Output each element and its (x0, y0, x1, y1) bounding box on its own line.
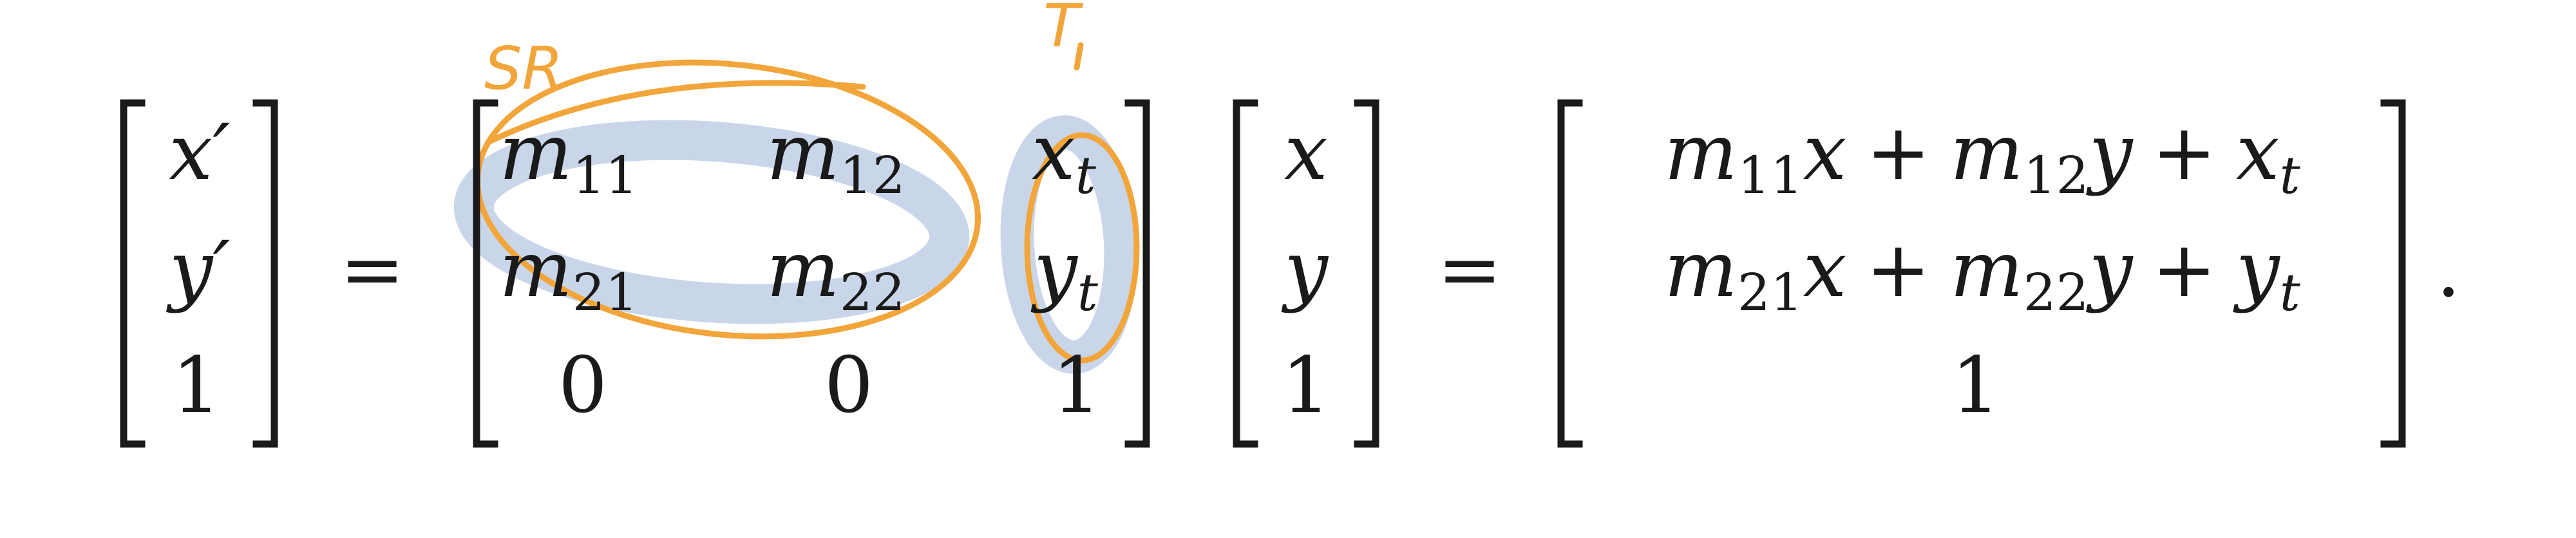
t-label: T (1043, 0, 1084, 60)
lhs-y-prime: y′ (166, 225, 230, 315)
result-row-1: m11x + m12y + xt (1664, 108, 2300, 205)
matrix-yt: yt (1030, 225, 1099, 322)
sr-label: SR (484, 34, 563, 103)
matrix-xt: xt (1032, 108, 1097, 205)
lhs-one: 1 (172, 341, 221, 431)
bracket-matrix-right (1124, 99, 1150, 448)
sr-circle-tail (486, 80, 866, 145)
bracket-vec-left (1233, 99, 1258, 448)
t-connector (1074, 42, 1084, 71)
lhs-x-prime: x′ (169, 108, 231, 198)
bracket-lhs-right (252, 99, 278, 448)
equals-sign-2: = (1437, 225, 1502, 315)
lhs-vector: x′ y′ 1 (166, 108, 230, 431)
result-row-3: 1 (1951, 341, 2000, 431)
equals-sign-1: = (340, 225, 405, 315)
transform-matrix: m11 m12 xt m21 m22 yt 0 0 1 (499, 108, 1101, 431)
matrix-zero-1: 0 (558, 341, 607, 431)
vec-x: x (1284, 108, 1328, 198)
t-circle (1024, 132, 1140, 364)
bracket-result-left (1557, 99, 1583, 448)
brackets (120, 99, 2406, 448)
input-vector: x y 1 (1281, 108, 1331, 431)
vec-one: 1 (1282, 341, 1331, 431)
bracket-lhs-left (120, 99, 146, 448)
result-row-2: m21x + m22y + yt (1664, 225, 2301, 322)
matrix-m21: m21 (499, 225, 638, 322)
result-vector: m11x + m12y + xt m21x + m22y + yt 1 (1664, 108, 2301, 431)
bracket-vec-right (1354, 99, 1379, 448)
vec-y: y (1281, 225, 1329, 315)
bracket-result-right (2380, 99, 2406, 448)
period: . (2436, 225, 2461, 315)
matrix-m12: m12 (766, 108, 905, 205)
matrix-m11: m11 (499, 108, 638, 205)
matrix-one: 1 (1052, 341, 1101, 431)
bracket-matrix-left (473, 99, 498, 448)
matrix-m22: m22 (766, 225, 905, 322)
matrix-zero-2: 0 (824, 341, 873, 431)
annotation-layer (475, 42, 1140, 364)
